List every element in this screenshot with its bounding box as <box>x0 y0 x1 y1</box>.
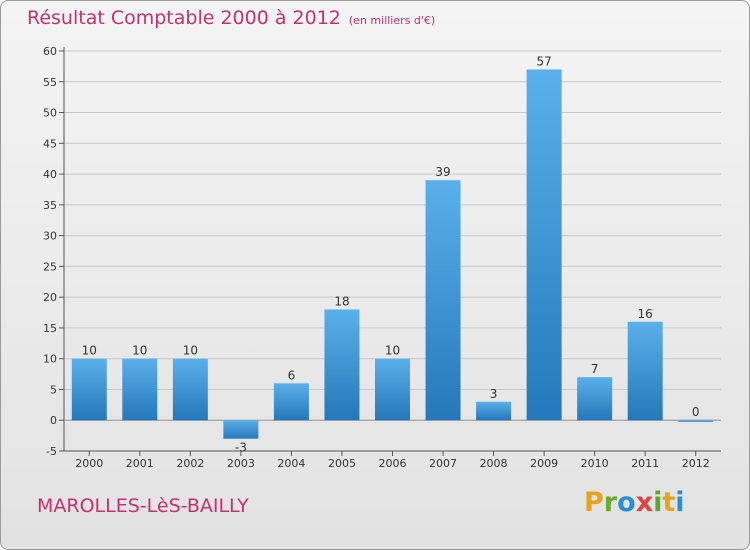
data-label-2008: 3 <box>490 387 498 401</box>
data-label-2005: 18 <box>334 294 349 308</box>
y-tick-label: 30 <box>43 230 57 243</box>
bar-2003 <box>223 420 259 439</box>
y-tick-label: 10 <box>43 353 57 366</box>
data-label-2002: 10 <box>183 344 198 358</box>
data-label-2011: 16 <box>638 307 653 321</box>
bar-2007 <box>425 180 461 421</box>
x-tick-label: 2007 <box>429 457 457 470</box>
y-tick-label: 45 <box>43 137 57 150</box>
y-tick-label: 50 <box>43 107 57 120</box>
data-label-2000: 10 <box>82 344 97 358</box>
y-tick-label: 15 <box>43 322 57 335</box>
bar-2011 <box>627 321 663 421</box>
data-label-2009: 57 <box>536 54 551 68</box>
logo-letter: o <box>617 487 636 518</box>
y-tick-label: 20 <box>43 291 57 304</box>
logo-letter: i <box>653 487 663 518</box>
chart-title-text: Résultat Comptable 2000 à 2012 <box>27 7 341 29</box>
chart-title: Résultat Comptable 2000 à 2012 (en millie… <box>27 7 435 29</box>
y-tick-label: 40 <box>43 168 57 181</box>
logo-letter: i <box>675 487 685 518</box>
bar-2000 <box>71 358 107 421</box>
data-label-2007: 39 <box>435 165 450 179</box>
x-tick-label: 2001 <box>126 457 154 470</box>
x-tick-label: 2004 <box>277 457 305 470</box>
logo-letter: x <box>635 487 654 518</box>
logo-letter: r <box>603 487 618 518</box>
x-tick-label: 2005 <box>328 457 356 470</box>
commune-name: MAROLLES-LèS-BAILLY <box>37 495 249 517</box>
logo-letter: P <box>584 487 604 518</box>
x-tick-label: 2002 <box>176 457 204 470</box>
data-label-2010: 7 <box>591 362 599 376</box>
x-tick-label: 2003 <box>227 457 255 470</box>
logo-letter: t <box>662 487 676 518</box>
bar-2008 <box>476 401 512 421</box>
bar-2002 <box>172 358 208 421</box>
y-tick-label: -5 <box>46 445 57 458</box>
bar-2004 <box>273 383 309 421</box>
y-tick-label: 60 <box>43 45 57 58</box>
data-label-2012: 0 <box>692 405 700 419</box>
data-label-2004: 6 <box>288 368 296 382</box>
x-tick-label: 2009 <box>530 457 558 470</box>
data-label-2006: 10 <box>385 344 400 358</box>
x-tick-label: 2012 <box>682 457 710 470</box>
data-label-2003: -3 <box>235 441 247 455</box>
x-tick-label: 2006 <box>379 457 407 470</box>
data-label-2001: 10 <box>132 344 147 358</box>
y-tick-label: 5 <box>50 383 57 396</box>
y-tick-label: 0 <box>50 414 57 427</box>
chart-subtitle: (en milliers d'€) <box>348 14 436 27</box>
x-tick-label: 2010 <box>581 457 609 470</box>
bar-2009 <box>526 69 562 421</box>
bar-2001 <box>122 358 158 421</box>
proxiti-logo: Proxiti <box>584 487 685 518</box>
bar-2012 <box>678 420 714 422</box>
x-tick-label: 2011 <box>631 457 659 470</box>
y-tick-label: 55 <box>43 76 57 89</box>
bar-2006 <box>375 358 410 421</box>
y-tick-label: 35 <box>43 199 57 212</box>
x-tick-label: 2000 <box>75 457 103 470</box>
y-tick-label: 25 <box>43 260 57 273</box>
bar-2005 <box>324 309 360 421</box>
x-tick-label: 2008 <box>480 457 508 470</box>
bar-2010 <box>577 377 613 421</box>
